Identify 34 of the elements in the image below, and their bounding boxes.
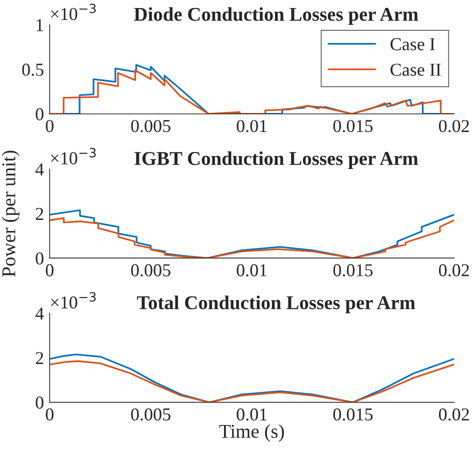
text: ×10$^{−3}$	[51, 292, 96, 309]
chart-title: Diode Conduction Losses per Arm	[134, 7, 418, 25]
chart-title: IGBT Conduction Losses per Arm	[134, 151, 418, 170]
x-tick-label: 0	[46, 264, 54, 276]
x-tick-label: 0.02	[438, 120, 469, 132]
y-tick-label: 4	[35, 308, 44, 320]
y-tick-label: 0	[36, 396, 44, 409]
chart-title: Total Conduction Losses per Arm	[137, 296, 416, 314]
x-tick-label: 0.005	[131, 408, 170, 421]
x-tick-label: 0.015	[333, 408, 373, 421]
y-tick-label: 0	[36, 252, 44, 265]
x-tick-label: 0.02	[438, 264, 469, 276]
x-tick-label: 0.005	[131, 264, 170, 276]
y-tick-label: 0	[36, 108, 44, 120]
x-tick-label: 0.015	[333, 120, 373, 132]
x-tick-label: 0.01	[236, 408, 267, 421]
x-tick-label: 0	[46, 408, 54, 421]
x-tick-label: 0.01	[236, 264, 267, 276]
text: ×10$^{−3}$	[51, 148, 96, 164]
x-tick-label: 0.015	[333, 264, 373, 276]
y-tick-label: 0.5	[22, 64, 44, 76]
y-tick-label: 1	[36, 19, 44, 32]
legend-label: Case I	[390, 38, 435, 50]
legend-label: Case II	[390, 64, 441, 76]
x-tick-label: 0	[46, 120, 54, 132]
x-tick-label: 0.01	[236, 120, 267, 132]
y-tick-label: 4	[35, 163, 44, 176]
y-tick-label: 2	[36, 352, 44, 364]
y-axis-title: Power (per unit)	[2, 150, 20, 277]
x-axis-title: Time (s)	[219, 424, 284, 442]
y-tick-label: 2	[36, 208, 44, 220]
text: ×10$^{−3}$	[51, 4, 96, 20]
x-tick-label: 0.005	[131, 120, 170, 132]
x-tick-label: 0.02	[438, 408, 469, 421]
